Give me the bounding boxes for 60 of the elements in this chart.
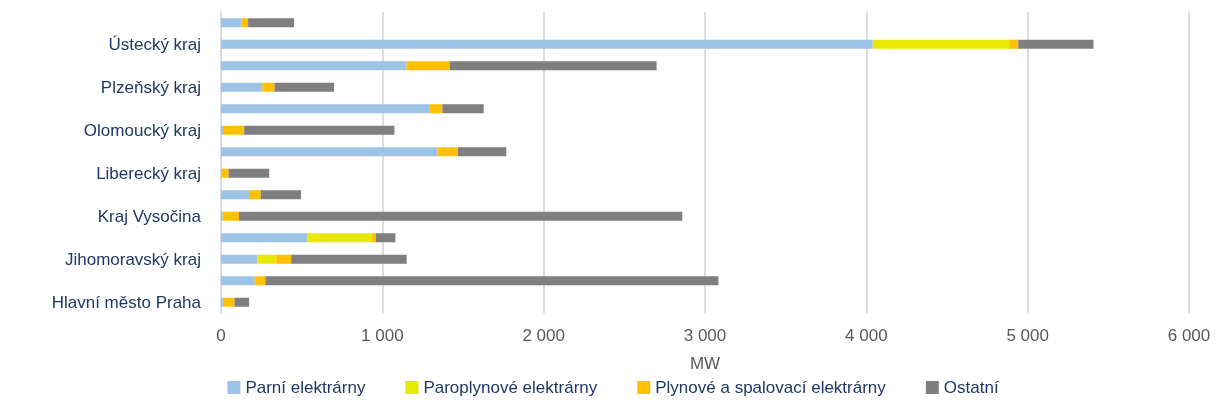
- bar: [406, 61, 450, 71]
- y-tick-label: Plzeňský kraj: [100, 77, 201, 97]
- bar: [221, 276, 255, 286]
- bar: [437, 147, 458, 157]
- bar: [222, 125, 245, 135]
- legend-label: Plynové a spalovací elektrárny: [655, 378, 887, 397]
- bar: [221, 82, 263, 92]
- x-tick-label: 1 000: [361, 326, 404, 345]
- bar: [228, 168, 270, 178]
- bar: [449, 61, 657, 71]
- bar: [429, 104, 443, 114]
- bar: [458, 147, 507, 157]
- bar: [222, 297, 235, 307]
- bar: [238, 211, 683, 221]
- bar: [244, 125, 395, 135]
- y-tick-label: Ústecký kraj: [108, 34, 201, 54]
- y-tick-label: Kraj Vysočina: [97, 206, 202, 226]
- bar: [442, 104, 484, 114]
- y-tick-label: Liberecký kraj: [96, 163, 201, 183]
- bar: [260, 190, 302, 200]
- y-tick-label: Olomoucký kraj: [83, 120, 201, 140]
- x-axis-title: MW: [689, 354, 721, 373]
- bar: [1009, 39, 1019, 49]
- x-tick-label: 6 000: [1167, 326, 1211, 345]
- x-tick-label: 5 000: [1006, 326, 1049, 345]
- x-tick-label: 0: [216, 326, 226, 345]
- bar: [375, 233, 396, 243]
- bar: [257, 254, 277, 264]
- bar: [250, 190, 261, 200]
- bar: [221, 104, 430, 114]
- bar: [222, 211, 239, 221]
- bar: [274, 82, 335, 92]
- bar: [1018, 39, 1094, 49]
- bar: [221, 61, 407, 71]
- legend-label: Parní elektrárny: [245, 378, 366, 397]
- bar: [221, 147, 438, 157]
- bar: [265, 276, 719, 286]
- bar: [221, 233, 308, 243]
- bar: [372, 233, 376, 243]
- legend-label: Ostatní: [943, 378, 999, 397]
- bar: [276, 254, 292, 264]
- bar: [307, 233, 373, 243]
- bar: [241, 18, 249, 28]
- bar: [221, 18, 242, 28]
- x-tick-label: 3 000: [683, 326, 727, 345]
- bar: [221, 254, 258, 264]
- bar: [221, 190, 251, 200]
- x-tick-label: 4 000: [845, 326, 888, 345]
- bar: [291, 254, 407, 264]
- bar: [248, 18, 295, 28]
- bar: [872, 39, 1010, 49]
- bar: [254, 276, 266, 286]
- legend-label: Paroplynové elektrárny: [423, 378, 598, 397]
- y-tick-label: Jihomoravský kraj: [64, 249, 201, 269]
- bar: [221, 168, 229, 178]
- x-tick-label: 2 000: [522, 326, 565, 345]
- y-tick-label: Hlavní město Praha: [51, 292, 202, 312]
- bar: [221, 39, 873, 49]
- bar: [262, 82, 275, 92]
- bar: [234, 297, 250, 307]
